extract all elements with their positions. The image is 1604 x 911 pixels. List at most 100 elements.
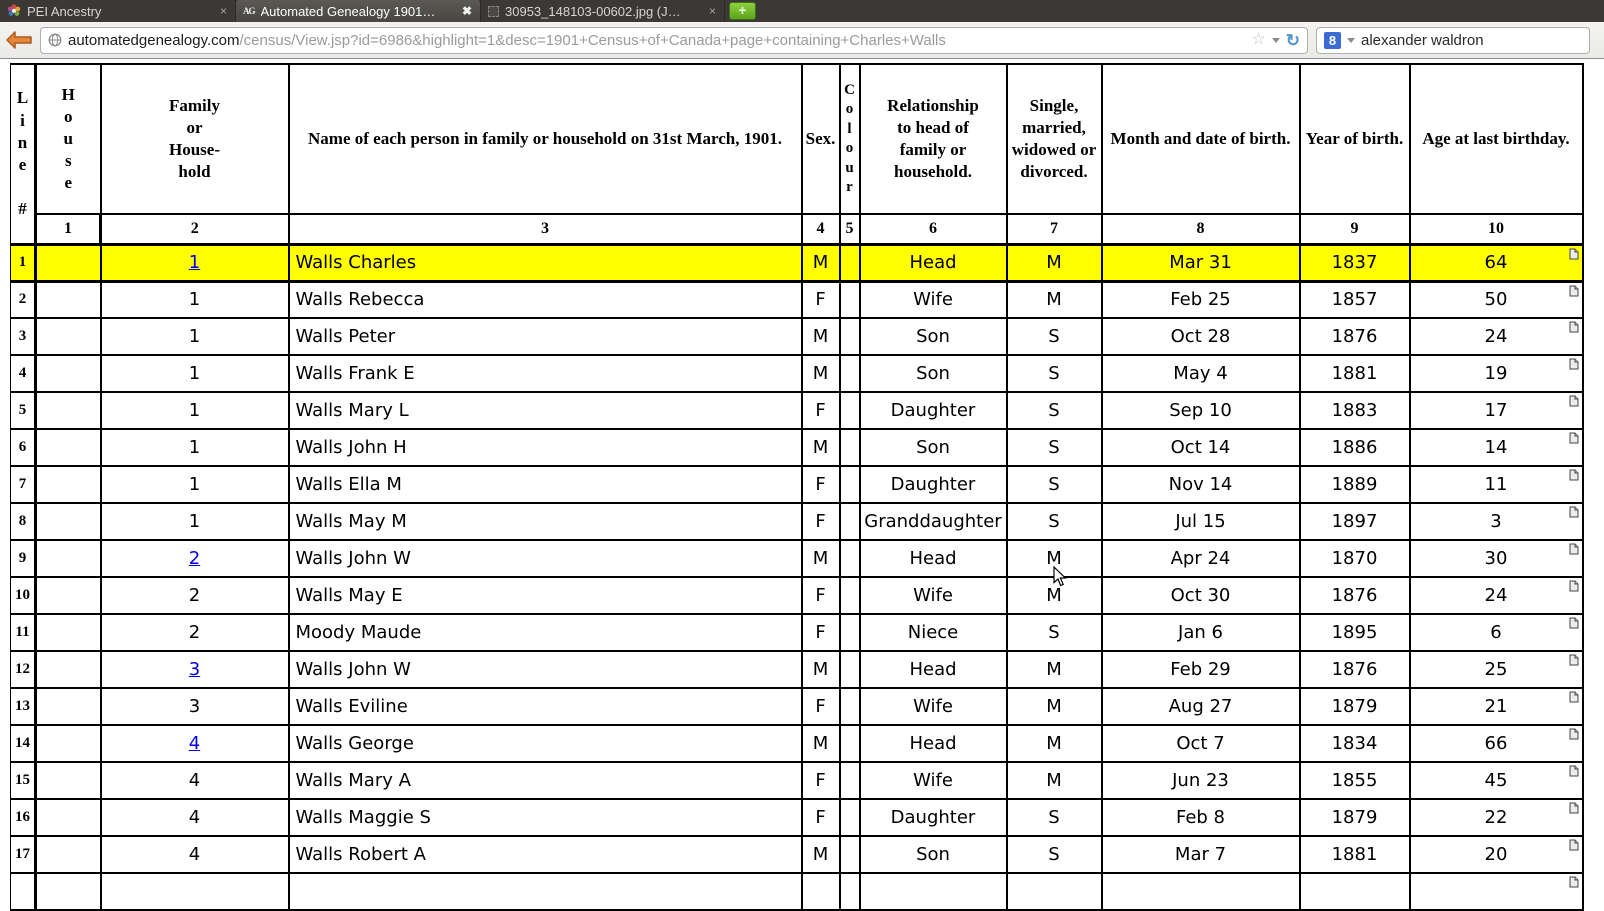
colour-cell — [838, 242, 861, 283]
family-link[interactable]: 3 — [188, 659, 201, 680]
birth-date-cell: Feb 25 — [1100, 280, 1301, 319]
age-value: 21 — [1484, 696, 1508, 717]
family-cell: 2 — [99, 576, 290, 615]
document-icon[interactable] — [1569, 876, 1579, 888]
birth-year-cell: 1883 — [1298, 391, 1411, 430]
family-cell: 3 — [99, 650, 290, 689]
close-tab-icon[interactable]: ✖ — [461, 4, 472, 18]
sex-cell: F — [800, 613, 841, 652]
name-cell: Walls Mary A — [287, 761, 803, 800]
globe-icon — [48, 33, 62, 47]
close-tab-icon[interactable]: × — [708, 4, 716, 18]
google-search-icon[interactable]: 8 — [1324, 31, 1341, 49]
age-cell: 24 — [1408, 317, 1584, 356]
age-value: 3 — [1490, 511, 1502, 532]
family-link[interactable]: 4 — [188, 733, 201, 754]
document-icon[interactable] — [1569, 321, 1579, 333]
new-tab-button[interactable]: + — [729, 2, 756, 20]
marital-status-cell — [1005, 872, 1103, 911]
url-text[interactable]: automatedgenealogy.com/census/View.jsp?i… — [68, 32, 1245, 49]
tab-title: PEI Ancestry — [27, 3, 102, 19]
name-cell: Walls Frank E — [287, 354, 803, 393]
house-cell — [34, 835, 102, 874]
birth-date-cell: Nov 14 — [1100, 465, 1301, 504]
search-input[interactable]: alexander waldron — [1361, 31, 1484, 49]
url-bar[interactable]: automatedgenealogy.com/census/View.jsp?i… — [40, 26, 1308, 54]
document-icon[interactable] — [1569, 728, 1579, 740]
age-value: 20 — [1484, 844, 1508, 865]
document-icon[interactable] — [1569, 469, 1579, 481]
automated-genealogy-favicon: AG — [243, 6, 255, 16]
name-cell: Walls John W — [287, 539, 803, 578]
marital-status-cell: M — [1005, 687, 1103, 726]
marital-status-cell: S — [1005, 798, 1103, 837]
document-icon[interactable] — [1569, 691, 1579, 703]
document-icon[interactable] — [1569, 285, 1579, 297]
age-value: 66 — [1484, 733, 1508, 754]
document-icon[interactable] — [1569, 358, 1579, 370]
relationship-cell: Daughter — [858, 465, 1008, 504]
birth-year-cell: 1881 — [1298, 835, 1411, 874]
birth-year-cell: 1834 — [1298, 724, 1411, 763]
table-row: 4 1 Walls Frank E M Son S May 4 1881 19 — [10, 354, 1584, 393]
sex-cell: M — [800, 539, 841, 578]
back-button[interactable] — [6, 31, 32, 49]
column-number: 3 — [287, 213, 803, 245]
line-number: 1 — [10, 242, 37, 283]
tab-pei-ancestry[interactable]: PEI Ancestry × — [0, 0, 236, 22]
name-cell: Walls John H — [287, 428, 803, 467]
line-number: 14 — [10, 724, 37, 763]
reload-icon[interactable]: ↻ — [1285, 30, 1300, 50]
relationship-cell: Wife — [858, 576, 1008, 615]
house-cell — [34, 280, 102, 319]
table-row: 3 1 Walls Peter M Son S Oct 28 1876 24 — [10, 317, 1584, 356]
birth-year-cell: 1876 — [1298, 576, 1411, 615]
age-value: 64 — [1484, 252, 1508, 273]
name-cell — [287, 872, 803, 911]
age-cell: 45 — [1408, 761, 1584, 800]
sex-cell: F — [800, 465, 841, 504]
age-value: 30 — [1484, 548, 1508, 569]
family-link[interactable]: 1 — [188, 252, 201, 273]
bookmark-star-icon[interactable]: ☆ — [1251, 31, 1266, 48]
sex-cell: M — [800, 724, 841, 763]
header-sex: Sex. — [800, 63, 841, 215]
document-icon[interactable] — [1569, 839, 1579, 851]
family-cell: 1 — [99, 465, 290, 504]
header-colour: C o l o u r — [838, 63, 861, 215]
colour-cell — [838, 465, 861, 504]
sex-cell: F — [800, 502, 841, 541]
document-icon[interactable] — [1569, 802, 1579, 814]
sex-cell: F — [800, 687, 841, 726]
family-cell — [99, 872, 290, 911]
bookmark-dropdown-icon[interactable] — [1271, 37, 1280, 43]
document-icon[interactable] — [1569, 248, 1579, 260]
age-cell: 3 — [1408, 502, 1584, 541]
relationship-cell: Head — [858, 724, 1008, 763]
document-icon[interactable] — [1569, 617, 1579, 629]
document-icon[interactable] — [1569, 432, 1579, 444]
search-engine-dropdown-icon[interactable] — [1347, 37, 1355, 43]
document-icon[interactable] — [1569, 506, 1579, 518]
document-icon[interactable] — [1569, 543, 1579, 555]
document-icon[interactable] — [1569, 654, 1579, 666]
table-row: 8 1 Walls May M F Granddaughter S Jul 15… — [10, 502, 1584, 541]
house-cell — [34, 724, 102, 763]
close-tab-icon[interactable]: × — [219, 4, 227, 18]
birth-date-cell: Feb 8 — [1100, 798, 1301, 837]
document-icon[interactable] — [1569, 580, 1579, 592]
house-cell — [34, 650, 102, 689]
document-icon[interactable] — [1569, 395, 1579, 407]
colour-cell — [838, 391, 861, 430]
search-box[interactable]: 8 alexander waldron — [1316, 26, 1590, 54]
document-icon[interactable] — [1569, 765, 1579, 777]
family-link[interactable]: 2 — [188, 548, 201, 569]
age-value: 22 — [1484, 807, 1508, 828]
birth-year-cell: 1857 — [1298, 280, 1411, 319]
family-cell: 1 — [99, 354, 290, 393]
tab-automated-genealogy[interactable]: AG Automated Genealogy 1901… ✖ — [236, 0, 481, 22]
tab-title: 30953_148103-00602.jpg (J… — [505, 3, 681, 19]
tab-census-image[interactable]: 30953_148103-00602.jpg (J… × — [481, 0, 725, 22]
birth-year-cell: 1837 — [1298, 242, 1411, 283]
family-cell: 4 — [99, 798, 290, 837]
